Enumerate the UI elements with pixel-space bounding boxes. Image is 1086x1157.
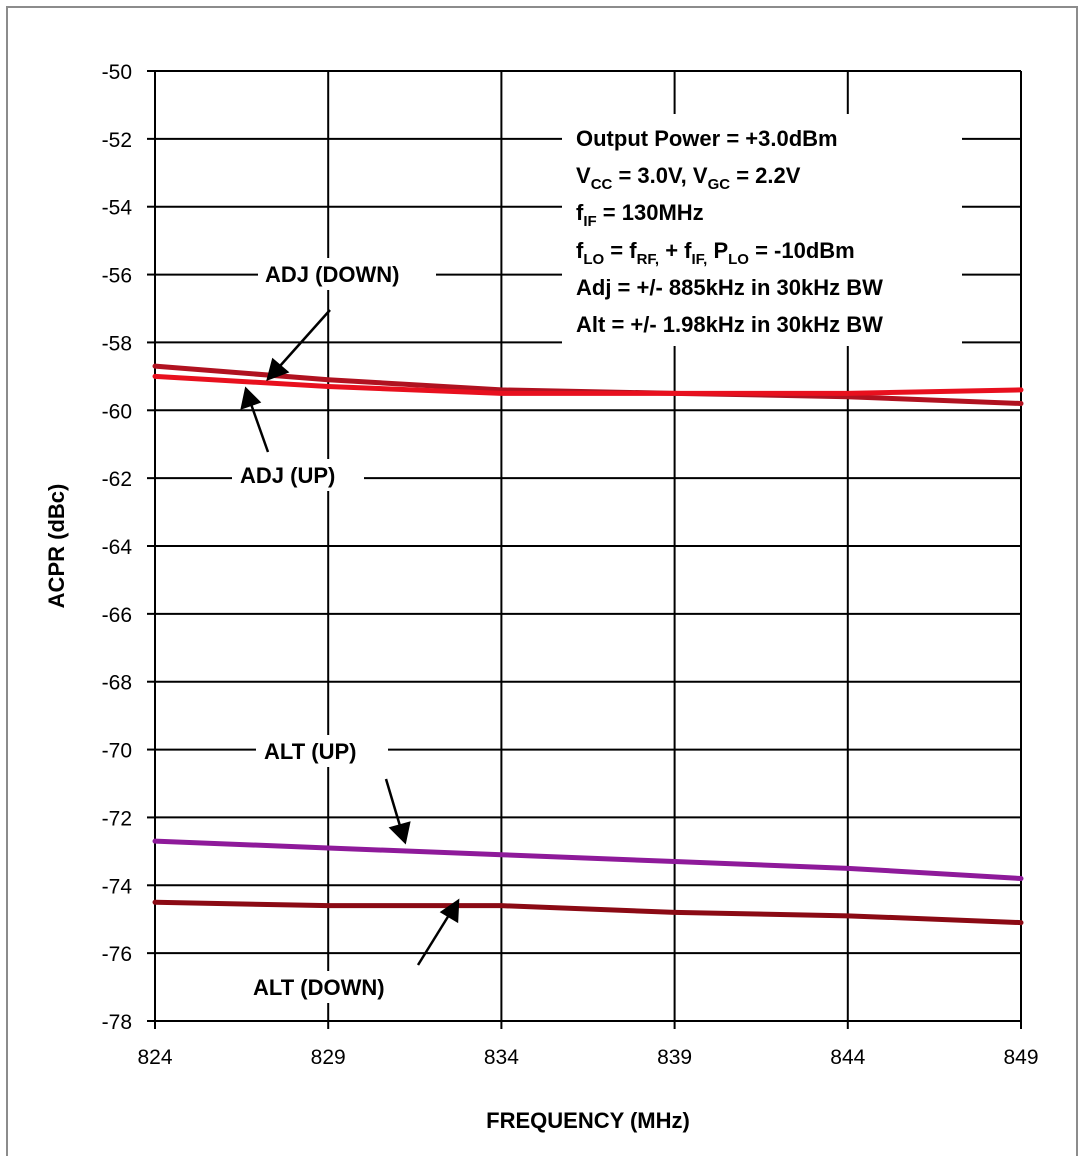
y-tick-label: -58 xyxy=(102,332,132,355)
label-bg-adj-down xyxy=(258,258,436,290)
arrow-adj-up-head xyxy=(240,386,262,410)
annotation-output-power: Output Power = +3.0dBm xyxy=(576,126,838,151)
label-bg-alt-up xyxy=(256,735,388,767)
y-tick-label: -64 xyxy=(102,536,133,559)
arrow-adj-down-head xyxy=(266,357,290,382)
series-line-adj-up xyxy=(152,373,1024,396)
annotation-adj: Adj = +/- 885kHz in 30kHz BW xyxy=(576,275,883,300)
arrow-adj-up xyxy=(249,403,270,453)
arrow-alt-up-head xyxy=(388,821,411,845)
y-tick-label: -56 xyxy=(102,265,132,288)
x-tick-label: 844 xyxy=(830,1046,865,1069)
annotation-flo: fLO = fRF, + fIF, PLO = -10dBm xyxy=(576,238,855,268)
series-label-adj-up: ADJ (UP) xyxy=(240,463,335,488)
y-axis-title: ACPR (dBc) xyxy=(44,484,69,609)
series-label-alt-down: ALT (DOWN) xyxy=(253,975,385,1000)
y-tick-labels: -50 -52 -54 -56 -58 -60 -62 -64 -66 -68 -70 -72 -74 -… xyxy=(102,61,133,1034)
label-bg-alt-down xyxy=(246,971,424,1003)
y-tick-label: -60 xyxy=(102,400,132,423)
arrow-alt-up xyxy=(384,778,402,827)
arrow-adj-down xyxy=(279,309,331,367)
y-tick-label: -62 xyxy=(102,468,132,491)
x-tick-label: 824 xyxy=(137,1046,172,1069)
y-tick-label: -66 xyxy=(102,604,132,627)
series-lines xyxy=(152,363,1024,926)
series-label-alt-up: ALT (UP) xyxy=(264,739,356,764)
x-tick-label: 849 xyxy=(1003,1046,1038,1069)
y-tick-label: -74 xyxy=(102,875,133,898)
x-tick-label: 834 xyxy=(484,1046,519,1069)
y-tick-label: -78 xyxy=(102,1011,132,1034)
x-axis-title: FREQUENCY (MHz) xyxy=(486,1108,690,1133)
arrow-alt-down xyxy=(416,914,451,966)
y-tick-label: -68 xyxy=(102,672,132,695)
annotation-box xyxy=(562,114,962,346)
y-tick-label: -72 xyxy=(102,807,132,830)
x-tick-labels: 824 829 834 839 844 849 xyxy=(137,1046,1038,1069)
series-line-alt-up xyxy=(152,838,1024,881)
annotation-alt: Alt = +/- 1.98kHz in 30kHz BW xyxy=(576,312,883,337)
x-tick-label: 839 xyxy=(657,1046,692,1069)
annotation-vcc-vgc: VCC = 3.0V, VGC = 2.2V xyxy=(576,163,801,193)
arrow-alt-down-head xyxy=(439,898,460,924)
y-tick-label: -70 xyxy=(102,740,132,763)
chart-frame xyxy=(6,6,1078,1156)
y-tick-label: -52 xyxy=(102,129,132,152)
y-tick-label: -76 xyxy=(102,943,132,966)
series-label-adj-down: ADJ (DOWN) xyxy=(265,262,399,287)
y-tick-label: -54 xyxy=(102,197,133,220)
y-tick-label: -50 xyxy=(102,61,132,84)
x-tick-label: 829 xyxy=(311,1046,346,1069)
label-bg-adj-up xyxy=(232,459,364,491)
annotation-fif: fIF = 130MHz xyxy=(576,200,704,230)
series-line-alt-down xyxy=(152,899,1024,926)
arrows xyxy=(240,309,460,966)
